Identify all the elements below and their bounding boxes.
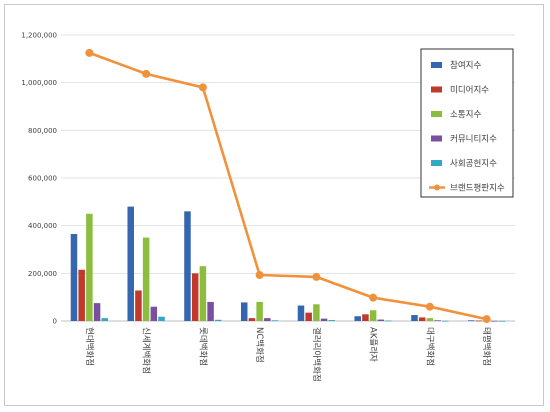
bar (135, 290, 142, 321)
bar (158, 316, 165, 321)
y-tick-label: 600,000 (28, 175, 57, 183)
bar (369, 310, 377, 321)
bar (467, 320, 475, 322)
legend-label: 사회공헌지수 (450, 159, 497, 169)
line-point (369, 293, 378, 302)
bar (426, 318, 434, 321)
legend-label: 참여지수 (450, 60, 481, 71)
x-category-label: 대구백화점 (424, 327, 435, 366)
x-category-label: 태평백화점 (481, 327, 492, 366)
line-point (425, 302, 434, 311)
legend-swatch (431, 111, 442, 117)
bar (320, 318, 328, 321)
y-tick-label: 400,000 (28, 222, 57, 230)
legend-label: 커뮤니티지수 (450, 134, 497, 145)
bar (248, 318, 256, 321)
legend-label: 브랜드평판지수 (450, 183, 505, 194)
bar (305, 312, 312, 321)
bar (313, 304, 320, 321)
bar (362, 314, 369, 321)
bar (240, 302, 248, 321)
bar (498, 320, 506, 322)
bar (86, 213, 93, 321)
line-point (312, 272, 321, 281)
bar (418, 317, 426, 321)
y-tick-label: 1,200,000 (21, 32, 57, 40)
legend-label: 소통지수 (450, 110, 481, 120)
x-category-label: 롯데백화점 (197, 327, 208, 366)
grid-layer (61, 34, 515, 322)
x-category-label: 신세계백화점 (141, 327, 152, 374)
bar (191, 273, 199, 321)
line-series (88, 51, 487, 321)
chart-svg: 0 200,000 400,000 600,000 800,000 1,000,000 1,… (21, 32, 515, 382)
bar (264, 318, 271, 321)
bar (70, 234, 78, 321)
bar (475, 320, 483, 322)
bar (93, 303, 101, 321)
bar (271, 320, 279, 322)
x-category-label: 현대백화점 (84, 327, 95, 366)
line-point (85, 48, 94, 57)
line-point (255, 271, 264, 280)
bar (101, 318, 109, 321)
bar (328, 320, 336, 321)
legend-marker (434, 184, 440, 191)
bar (184, 211, 191, 321)
y-tick-label: 800,000 (28, 127, 57, 135)
line-point (482, 315, 491, 324)
y-tick-label: 1,000,000 (21, 79, 57, 87)
line-layer (85, 48, 491, 324)
legend-swatch (431, 160, 442, 166)
legend-swatch (431, 62, 442, 68)
bar (215, 319, 222, 321)
x-category-label: 갤러리아백화점 (311, 327, 322, 382)
bar (297, 305, 305, 321)
bar (377, 319, 385, 321)
bar-layer (70, 206, 506, 322)
line-point (198, 83, 207, 92)
bar (142, 237, 150, 321)
bar (127, 206, 134, 321)
y-axis-ticks: 0 200,000 400,000 600,000 800,000 1,000,000 1,… (21, 32, 57, 326)
bar (78, 269, 85, 321)
y-tick-label: 0 (53, 318, 57, 326)
bar (385, 320, 392, 322)
legend-box (420, 48, 514, 198)
y-tick-label: 200,000 (28, 270, 57, 278)
bar (434, 320, 441, 322)
legend-swatch (431, 135, 442, 142)
bar (491, 320, 498, 322)
x-category-label: AK플라자 (368, 327, 378, 362)
bar (442, 320, 449, 322)
legend-swatch (431, 86, 442, 93)
bar (207, 301, 214, 321)
x-axis-labels: 현대백화점 신세계백화점 롯데백화점 NC백화점 갤러리아백화점 AK플라자 대구백화점 태평… (84, 327, 492, 382)
x-category-label: NC백화점 (254, 327, 265, 363)
bar (150, 306, 158, 321)
bar (411, 315, 418, 321)
bar (199, 266, 207, 321)
legend-label: 미디어지수 (450, 85, 489, 96)
bar (354, 316, 361, 321)
bar (256, 301, 263, 321)
chart-frame: 0 200,000 400,000 600,000 800,000 1,000,000 1,… (4, 4, 544, 406)
line-point (142, 69, 151, 78)
